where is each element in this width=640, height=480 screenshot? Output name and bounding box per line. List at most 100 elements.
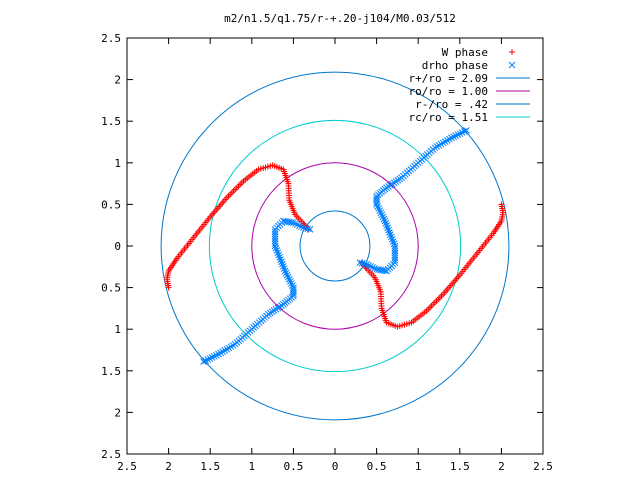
drho-phase-point — [271, 237, 279, 245]
drho-phase-point — [389, 238, 397, 245]
drho-phase-point — [391, 252, 399, 259]
drho-phase-point — [290, 219, 297, 227]
drho-phase-point — [280, 265, 288, 273]
drho-phase-point — [294, 221, 301, 229]
drho-phase-point — [288, 219, 295, 226]
drho-phase-point — [206, 355, 214, 362]
drho-phase-point — [274, 249, 282, 257]
circle-roro — [251, 162, 419, 330]
drho-phase-point — [365, 261, 372, 269]
drho-phase-point — [289, 282, 296, 289]
drho-phase-point — [281, 267, 289, 275]
drho-phase-point — [204, 356, 212, 363]
x-tick-label: 2 — [165, 460, 172, 473]
drho-phase-point — [271, 228, 279, 236]
y-tick-label: 2 — [114, 406, 121, 419]
drho-phase-point — [450, 133, 457, 141]
y-tick-label: 1 — [114, 323, 121, 336]
drho-phase-point — [391, 256, 399, 264]
drho-phase-point — [386, 229, 393, 236]
drho-phase-point — [304, 225, 312, 233]
circle-rro — [299, 210, 371, 282]
drho-phase-point — [454, 131, 462, 138]
y-tick-label: 0.5 — [101, 198, 121, 211]
drho-phase-point — [382, 219, 390, 227]
x-tick-label: 2 — [498, 460, 505, 473]
drho-phase-point — [358, 259, 366, 267]
drho-phase-point — [373, 198, 380, 206]
drho-phase-point — [290, 284, 297, 291]
drho-phase-point — [287, 280, 295, 287]
drho-phase-point — [292, 220, 299, 228]
y-tick-label: 0.5 — [101, 282, 121, 295]
drho-phase-point — [286, 278, 294, 285]
legend-marker — [509, 49, 515, 55]
drho-phase-point — [377, 209, 385, 217]
drho-phase-point — [387, 233, 395, 241]
drho-phase-point — [375, 205, 383, 212]
drho-phase-point — [271, 233, 279, 240]
y-tick-label: 2.5 — [101, 448, 121, 461]
y-tick-label: 2.5 — [101, 32, 121, 45]
x-tick-label: 0 — [332, 460, 339, 473]
drho-phase-point — [271, 235, 279, 243]
drho-phase-point — [271, 242, 279, 250]
drho-phase-point — [380, 215, 388, 223]
drho-phase-point — [290, 286, 297, 294]
legend-label: W phase — [442, 46, 488, 59]
drho-phase-point — [200, 358, 207, 366]
drho-phase-series — [200, 126, 470, 366]
drho-phase-point — [279, 263, 287, 270]
x-tick-label: 1.5 — [450, 460, 470, 473]
x-tick-label: 1 — [415, 460, 422, 473]
drho-phase-point — [387, 231, 394, 239]
drho-phase-point — [385, 226, 392, 234]
y-tick-label: 2 — [114, 74, 121, 87]
circle-rro — [160, 71, 510, 421]
drho-phase-point — [391, 249, 399, 257]
drho-phase-point — [373, 201, 380, 208]
y-tick-label: 0 — [114, 240, 121, 253]
drho-phase-point — [208, 354, 216, 361]
drho-phase-point — [391, 254, 399, 262]
drho-phase-point — [273, 247, 281, 254]
drho-phase-point — [277, 256, 284, 263]
drho-phase-point — [383, 222, 391, 229]
chart-title: m2/n1.5/q1.75/r-+.20-j104/M0.03/512 — [224, 12, 456, 25]
drho-phase-point — [391, 245, 399, 252]
drho-phase-point — [278, 258, 285, 266]
drho-phase-point — [388, 235, 396, 243]
legend-label: ro/ro = 1.00 — [409, 85, 488, 98]
y-tick-label: 1.5 — [101, 115, 121, 128]
drho-phase-point — [378, 211, 386, 219]
drho-phase-point — [367, 262, 374, 270]
drho-phase-point — [282, 269, 290, 277]
drho-phase-point — [285, 275, 293, 283]
legend-label: r-/ro = .42 — [415, 98, 488, 111]
drho-phase-point — [460, 128, 468, 135]
drho-phase-point — [371, 264, 378, 272]
drho-phase-point — [296, 222, 303, 230]
drho-phase-point — [306, 226, 314, 233]
drho-phase-point — [210, 352, 218, 360]
x-tick-label: 0.5 — [283, 460, 303, 473]
drho-phase-point — [379, 213, 387, 221]
legend-label: drho phase — [422, 59, 488, 72]
drho-phase-point — [384, 224, 391, 232]
w-phase-series — [163, 162, 507, 330]
drho-phase-point — [391, 242, 399, 250]
drho-phase-point — [284, 273, 292, 281]
x-tick-label: 1.5 — [200, 460, 220, 473]
drho-phase-point — [356, 259, 364, 266]
drho-phase-point — [463, 126, 470, 134]
drho-phase-point — [298, 223, 305, 231]
legend-label: r+/ro = 2.09 — [409, 72, 488, 85]
drho-phase-point — [213, 351, 220, 359]
drho-phase-point — [369, 263, 376, 271]
legend-label: rc/ro = 1.51 — [409, 111, 488, 124]
drho-phase-point — [271, 240, 279, 247]
drho-phase-point — [279, 260, 286, 268]
drho-phase-point — [458, 129, 466, 136]
drho-phase-point — [452, 132, 460, 140]
